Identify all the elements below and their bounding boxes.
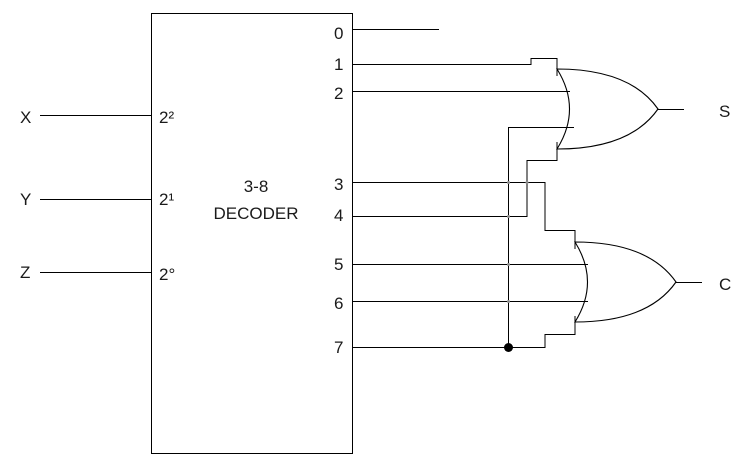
input-x-label: X: [20, 108, 31, 127]
wire-output-7-to-c: [353, 316, 576, 348]
input-y-label: Y: [20, 190, 31, 209]
wire-crossovers: [507, 181, 529, 303]
output-label-1: 1: [334, 55, 343, 74]
wire-output-7-to-s: [508, 127, 574, 347]
wire-output-4-to-s: [353, 142, 558, 217]
gate-output-s-label: S: [719, 102, 730, 121]
input-y-weight: 2¹: [159, 190, 174, 209]
input-z-label: Z: [20, 263, 30, 282]
wire-output-3-to-c: [353, 182, 576, 249]
input-x: X 2²: [20, 108, 174, 127]
output-label-3: 3: [334, 175, 343, 194]
output-label-4: 4: [334, 206, 343, 225]
gate-output-c-label: C: [719, 275, 731, 294]
junction-dot-output-7: [504, 343, 513, 352]
output-label-5: 5: [334, 255, 343, 274]
input-z-weight: 2°: [159, 265, 175, 284]
input-x-weight: 2²: [159, 108, 174, 127]
wire-output-1-to-s: [353, 58, 558, 76]
output-label-2: 2: [334, 84, 343, 103]
output-label-7: 7: [334, 338, 343, 357]
input-y: Y 2¹: [20, 190, 174, 209]
output-label-0: 0: [334, 24, 343, 43]
decoder-title-line2: DECODER: [213, 204, 298, 223]
output-label-6: 6: [334, 294, 343, 313]
decoder-title-line1: 3-8: [244, 177, 269, 196]
or-gate-sum: [556, 68, 659, 150]
decoder-block: [151, 13, 353, 454]
input-z: Z 2°: [20, 263, 175, 284]
or-gate-carry: [574, 241, 677, 323]
